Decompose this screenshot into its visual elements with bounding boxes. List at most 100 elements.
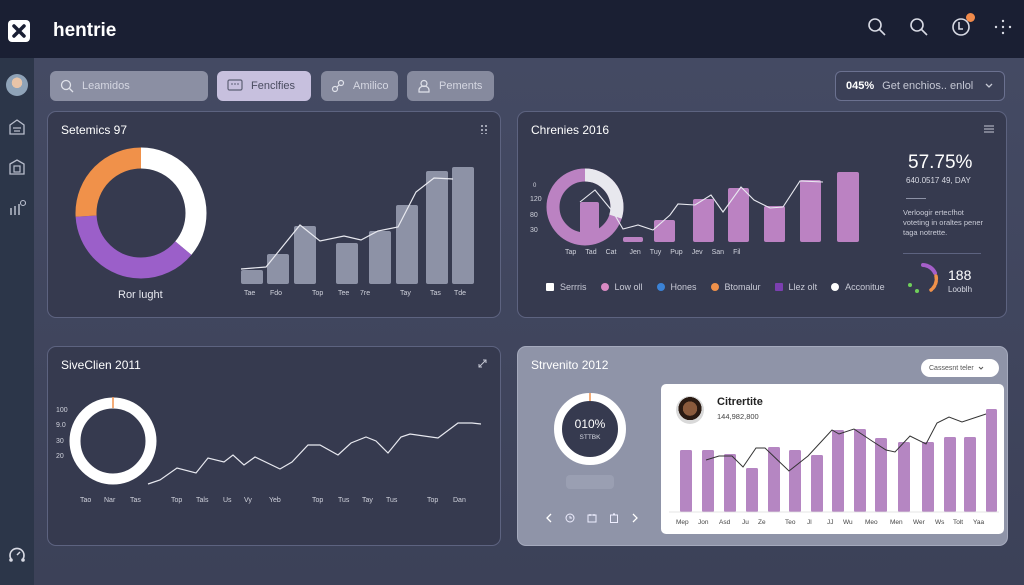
mini-label: Looblh — [948, 285, 973, 294]
x-label: Ju — [742, 519, 749, 526]
legend-item[interactable]: Hones — [656, 282, 697, 292]
card-nav — [545, 513, 639, 523]
x-label: Tay — [400, 290, 411, 297]
x-label: Cat — [605, 249, 617, 256]
bar-line-chart[interactable] — [661, 404, 1004, 514]
y-tick: 20 — [56, 453, 64, 460]
support-icon[interactable] — [5, 543, 29, 567]
x-label: Men — [890, 519, 903, 526]
user-avatar[interactable] — [5, 73, 29, 97]
contact-name: Citrertite — [717, 396, 763, 408]
x-label: Top — [427, 497, 439, 504]
x-label: Jen — [629, 249, 641, 256]
x-label: Ze — [758, 519, 766, 526]
x-label: Jl — [807, 519, 812, 526]
app-logo[interactable] — [8, 20, 30, 42]
placeholder-pill — [566, 475, 614, 489]
x-label: Tus — [338, 497, 350, 504]
message-icon — [227, 79, 243, 91]
x-label: San — [711, 249, 725, 256]
x-label: JJ — [827, 519, 834, 526]
x-label: Nar — [104, 497, 116, 504]
x-label: Wu — [843, 519, 853, 526]
bar-line-chart[interactable] — [238, 157, 488, 287]
card-siveclien: SiveClien 2011 100 9.0 30 20 Tao Nar Tas… — [47, 346, 501, 546]
period-value: 045% — [846, 80, 875, 92]
x-label: Tap — [565, 249, 577, 256]
contact-avatar — [676, 396, 704, 424]
x-labels: Tap Tad Cat Jen Tuy Pup Jev San Fil — [565, 249, 740, 256]
notification-badge — [966, 13, 975, 22]
legend-item[interactable]: Serrris — [546, 282, 587, 292]
chart-legend: Serrris Low oll Hones Btomalur Llez olt … — [546, 282, 885, 292]
legend-item[interactable]: Acconitue — [831, 282, 885, 292]
menu-icon[interactable] — [984, 125, 994, 133]
notification-clock-icon[interactable] — [950, 13, 975, 38]
filter-label: Pements — [439, 80, 483, 92]
x-label: Mep — [676, 519, 689, 526]
ring-label: STTBK — [579, 434, 601, 441]
top-bar: hentrie — [0, 0, 1024, 58]
x-label: Tus — [386, 497, 398, 504]
x-label: Tas — [430, 290, 441, 297]
search-icon[interactable] — [866, 16, 888, 38]
x-label: Top — [312, 290, 324, 297]
legend-item[interactable]: Llez olt — [774, 282, 817, 292]
x-label: Tay — [362, 497, 373, 504]
x-label: Dan — [453, 497, 466, 504]
stat-value: 57.75% — [908, 152, 973, 173]
legend-item[interactable]: Btomalur — [710, 282, 761, 292]
chevron-down-icon — [978, 366, 984, 370]
drag-handle-icon[interactable] — [480, 124, 488, 134]
clipboard-icon[interactable] — [609, 513, 619, 523]
series-select[interactable]: Cassesnt teler — [921, 359, 999, 377]
analytics-icon[interactable] — [5, 196, 29, 220]
y-tick: 30 — [56, 438, 64, 445]
filter-label: Fenclfies — [251, 80, 296, 92]
search-filter[interactable]: Leamidos — [50, 71, 208, 101]
x-label: Vy — [244, 497, 252, 504]
inbox-icon[interactable] — [5, 115, 29, 139]
y-tick: 9.0 — [56, 422, 66, 429]
chevron-left-icon[interactable] — [545, 513, 553, 523]
search-icon[interactable] — [908, 16, 930, 38]
chevron-down-icon — [985, 83, 993, 88]
x-label: Pup — [670, 249, 683, 256]
x-label: 7re — [360, 290, 371, 297]
filter-label: Amilico — [353, 80, 389, 92]
x-label: Tad — [585, 249, 597, 256]
x-label: Top — [312, 497, 324, 504]
y-tick: 120 — [530, 196, 542, 203]
stat-subtitle: 640.0517 49, DAY — [906, 176, 971, 185]
calendar-icon[interactable] — [587, 513, 597, 523]
filter-chip-pements[interactable]: Pements — [407, 71, 494, 101]
more-dots-icon[interactable] — [992, 16, 1014, 38]
main-content: Leamidos Fenclfies Amilico Pements 045% … — [34, 58, 1024, 585]
x-label: Wer — [913, 519, 925, 526]
expand-icon[interactable] — [478, 359, 487, 368]
mini-value: 188 — [948, 267, 972, 283]
sidebar — [0, 58, 34, 585]
inner-chart-panel: Citrertite 144,982,800 — [661, 384, 1004, 534]
ring-value: 010% — [574, 417, 606, 431]
filter-chip-fenclfies[interactable]: Fenclfies — [217, 71, 311, 101]
filter-chip-amilico[interactable]: Amilico — [321, 71, 398, 101]
clock-icon[interactable] — [565, 513, 575, 523]
period-select[interactable]: 045% Get enchios.. enlol — [835, 71, 1005, 101]
legend-item[interactable]: Low oll — [600, 282, 643, 292]
chevron-right-icon[interactable] — [631, 513, 639, 523]
combo-chart[interactable] — [543, 164, 863, 249]
x-label: Yaa — [973, 519, 985, 526]
donut-chart[interactable] — [75, 147, 207, 279]
y-tick: 100 — [56, 407, 68, 414]
card-title: Setemics 97 — [61, 123, 128, 137]
period-label: Get enchios.. enlol — [882, 80, 974, 92]
line-chart[interactable] — [68, 397, 488, 497]
divider — [906, 198, 926, 199]
y-tick: 30 — [530, 227, 538, 234]
filter-label: Leamidos — [82, 80, 130, 92]
select-value: Cassesnt teler — [929, 364, 974, 372]
box-icon[interactable] — [5, 155, 29, 179]
y-tick: 80 — [530, 212, 538, 219]
user-icon — [418, 79, 430, 93]
